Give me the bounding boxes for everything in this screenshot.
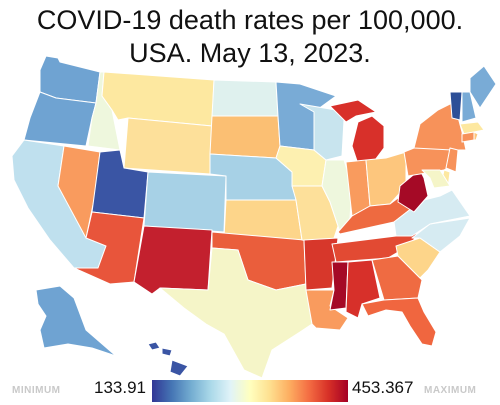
legend-min-value: 133.91 — [94, 378, 146, 397]
map-title: COVID-19 death rates per 100,000. USA. M… — [0, 4, 500, 70]
state-shape-mt — [101, 71, 215, 127]
state-hi — [147, 341, 189, 377]
state-shape-mi — [351, 115, 385, 165]
state-shape-co — [143, 171, 227, 233]
state-shape-hi — [169, 359, 189, 377]
state-shape-hi — [147, 341, 161, 351]
state-shape-or — [23, 91, 97, 147]
state-nd — [211, 79, 279, 117]
state-shape-ct — [461, 131, 475, 143]
state-shape-ar — [303, 237, 339, 291]
state-shape-fl — [361, 297, 437, 347]
state-az — [73, 211, 145, 285]
state-or — [23, 91, 97, 147]
legend-color-ramp — [152, 380, 348, 402]
state-shape-nd — [211, 79, 279, 117]
legend-minimum-label: MINIMUM — [12, 385, 61, 396]
state-vt — [449, 91, 463, 121]
state-wy — [123, 117, 213, 175]
state-shape-ma — [459, 121, 485, 135]
state-ak — [35, 285, 117, 357]
state-shape-hi — [161, 347, 173, 357]
state-mi — [329, 99, 385, 165]
state-shape-nh — [461, 91, 477, 123]
state-co — [143, 171, 227, 233]
state-shape-sd — [209, 115, 281, 159]
state-ri — [473, 131, 479, 141]
state-mt — [101, 71, 215, 127]
state-shape-ri — [473, 131, 479, 141]
legend-maximum-label: MAXIMUM — [424, 385, 477, 396]
state-sd — [209, 115, 281, 159]
state-tx — [159, 247, 313, 379]
state-shape-az — [73, 211, 145, 285]
legend-gradient-bar — [152, 380, 348, 402]
state-nh — [461, 91, 477, 123]
state-ms — [329, 261, 349, 311]
state-shape-me — [469, 65, 497, 109]
state-nm — [133, 225, 213, 295]
state-shape-md — [421, 169, 451, 189]
state-shape-ak — [35, 285, 117, 357]
states-layer — [11, 55, 497, 379]
state-shape-ms — [329, 261, 349, 311]
state-ct — [461, 131, 475, 143]
state-ma — [459, 121, 485, 135]
title-line-2: USA. May 13, 2023. — [129, 38, 371, 68]
state-shape-tx — [159, 247, 313, 379]
state-nj — [445, 147, 459, 173]
state-shape-mi — [329, 99, 377, 123]
state-shape-wy — [123, 117, 213, 175]
state-shape-nj — [445, 147, 459, 173]
title-line-1: COVID-19 death rates per 100,000. — [36, 5, 464, 35]
state-shape-nm — [133, 225, 213, 295]
state-fl — [361, 297, 437, 347]
state-ar — [303, 237, 339, 291]
state-md — [421, 169, 451, 189]
legend-max-value: 453.367 — [352, 378, 414, 397]
state-me — [469, 65, 497, 109]
state-ga — [371, 255, 423, 301]
state-shape-vt — [449, 91, 463, 121]
state-shape-ga — [371, 255, 423, 301]
